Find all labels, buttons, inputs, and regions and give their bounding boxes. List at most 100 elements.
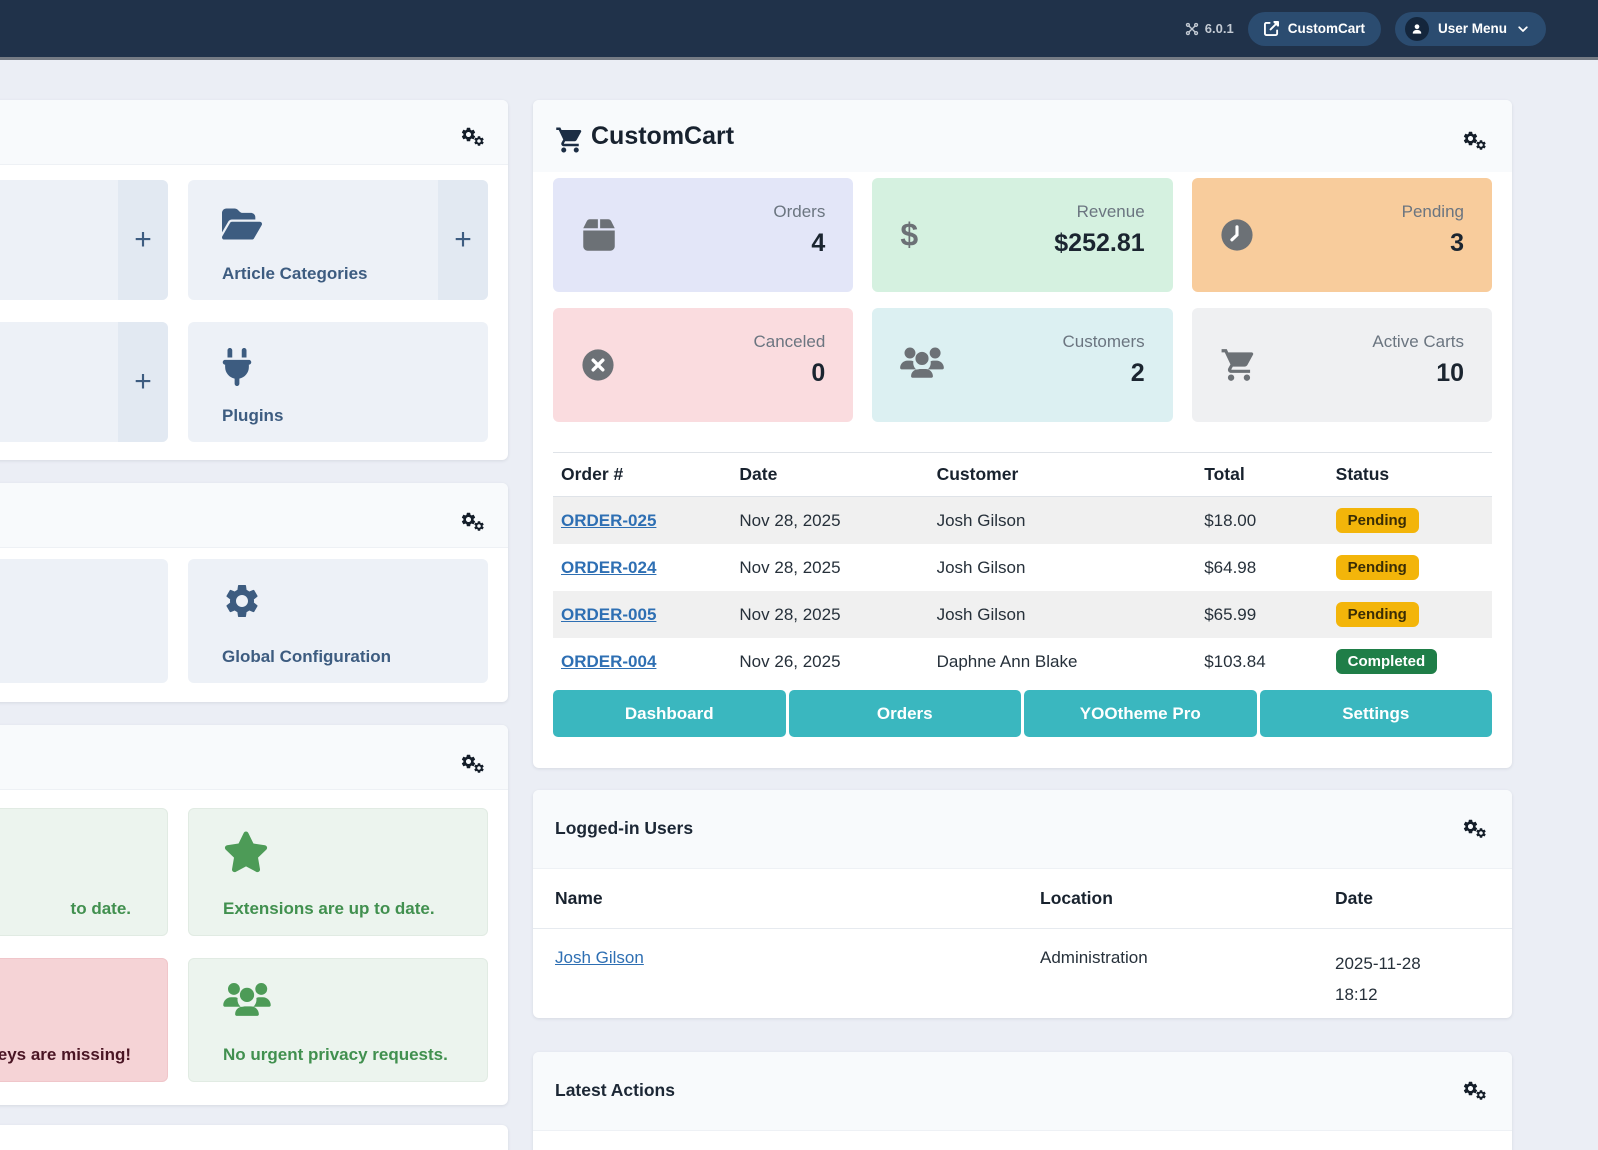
check-label: Extensions are up to date. bbox=[223, 899, 435, 918]
module-settings-icon[interactable] bbox=[460, 511, 490, 538]
chevron-down-icon bbox=[1516, 22, 1530, 36]
column-header-status: Status bbox=[1327, 452, 1492, 497]
customcart-panel-header bbox=[533, 100, 1512, 172]
order-total: $64.98 bbox=[1204, 557, 1257, 577]
orders-button[interactable]: Orders bbox=[788, 690, 1021, 737]
module-settings-icon[interactable] bbox=[1462, 130, 1492, 157]
config-panel-header bbox=[0, 483, 508, 548]
joomla-logo-icon bbox=[1185, 22, 1199, 36]
module-settings-icon[interactable] bbox=[1462, 1080, 1492, 1107]
stat-label: Orders bbox=[773, 202, 826, 221]
order-total: $103.84 bbox=[1204, 651, 1266, 671]
gear-icon bbox=[222, 581, 262, 621]
user-icon bbox=[1410, 22, 1424, 36]
stat-value: 4 bbox=[811, 229, 826, 257]
table-row: ORDER-024 Nov 28, 2025 Josh Gilson $64.9… bbox=[553, 544, 1492, 591]
shortcut-card-partial-1[interactable]: + bbox=[0, 180, 168, 300]
order-date: Nov 28, 2025 bbox=[739, 557, 841, 577]
stat-value: 0 bbox=[811, 359, 826, 387]
order-total: $65.99 bbox=[1196, 591, 1328, 638]
column-header-total: Total bbox=[1196, 452, 1328, 497]
column-header-date: Date bbox=[1335, 888, 1373, 908]
order-link[interactable]: ORDER-005 bbox=[561, 604, 657, 624]
user-location: Administration bbox=[1040, 948, 1148, 967]
order-date: Nov 28, 2025 bbox=[731, 496, 929, 544]
logged-in-users-title: Logged-in Users bbox=[555, 818, 694, 838]
x-circle-icon bbox=[581, 348, 615, 382]
order-customer: Josh Gilson bbox=[928, 496, 1197, 544]
settings-button[interactable]: Settings bbox=[1259, 690, 1492, 737]
checks-panel-header bbox=[0, 725, 508, 790]
check-label: No urgent privacy requests. bbox=[223, 1045, 448, 1064]
customcart-title: CustomCart bbox=[591, 122, 735, 150]
add-article-category-button[interactable]: + bbox=[438, 180, 488, 300]
column-header-customer: Customer bbox=[928, 452, 1197, 497]
plus-icon: + bbox=[134, 223, 152, 256]
clock-icon bbox=[1220, 218, 1254, 252]
table-row: ORDER-004 Nov 26, 2025 Daphne Ann Blake … bbox=[553, 638, 1492, 685]
add-button[interactable]: + bbox=[118, 322, 168, 442]
plus-icon: + bbox=[454, 223, 472, 256]
stat-label: Customers bbox=[1062, 332, 1145, 351]
module-settings-icon[interactable] bbox=[460, 126, 490, 153]
users-icon bbox=[900, 348, 944, 383]
checks-panel: to date. Extensions are up to date. Keys… bbox=[0, 725, 508, 1105]
stat-label: Canceled bbox=[753, 332, 826, 351]
customcart-topbar-button[interactable]: CustomCart bbox=[1247, 11, 1381, 46]
status-badge: Pending bbox=[1335, 508, 1419, 533]
divider bbox=[533, 928, 1512, 929]
shortcuts-panel-header bbox=[0, 100, 508, 165]
order-link[interactable]: ORDER-004 bbox=[561, 651, 657, 671]
add-button[interactable]: + bbox=[118, 180, 168, 300]
module-settings-icon[interactable] bbox=[460, 753, 490, 780]
order-customer: Daphne Ann Blake bbox=[936, 651, 1078, 671]
latest-actions-header bbox=[533, 1052, 1512, 1131]
user-link[interactable]: Josh Gilson bbox=[555, 948, 644, 967]
version-indicator: 6.0.1 bbox=[1185, 21, 1234, 36]
stat-card-pending: Pending 3 bbox=[1191, 178, 1492, 292]
check-card-privacy: No urgent privacy requests. bbox=[188, 958, 488, 1082]
star-icon bbox=[223, 831, 269, 873]
shortcut-card-article-categories[interactable]: Article Categories + bbox=[188, 180, 488, 300]
stat-card-orders: Orders 4 bbox=[553, 178, 854, 292]
customcart-topbar-label: CustomCart bbox=[1287, 21, 1365, 36]
table-row: ORDER-005 Nov 28, 2025 Josh Gilson $65.9… bbox=[553, 591, 1492, 638]
stat-value: $252.81 bbox=[1054, 229, 1145, 257]
stat-label: Pending bbox=[1401, 202, 1464, 221]
folder-open-icon bbox=[222, 206, 262, 242]
stat-card-active-carts: Active Carts 10 bbox=[1191, 308, 1492, 422]
cart-icon bbox=[1220, 346, 1258, 384]
stat-label: Active Carts bbox=[1372, 332, 1464, 351]
check-card-keys-missing: Keys are missing! bbox=[0, 958, 168, 1082]
shortcut-label: Plugins bbox=[222, 406, 284, 425]
column-header-location: Location bbox=[1040, 888, 1113, 908]
cart-icon bbox=[555, 125, 585, 155]
config-card-partial[interactable] bbox=[0, 559, 168, 683]
dashboard-button[interactable]: Dashboard bbox=[553, 690, 786, 737]
stats-grid: Orders 4 $ Revenue $252.81 Pending 3 Can… bbox=[553, 178, 1492, 422]
shortcuts-panel: + Article Categories + + Plugins bbox=[0, 100, 508, 460]
user-avatar bbox=[1404, 16, 1429, 41]
latest-actions-panel: Latest Actions bbox=[533, 1052, 1512, 1150]
order-customer: Josh Gilson bbox=[928, 591, 1197, 638]
stat-label: Revenue bbox=[1076, 202, 1145, 221]
stat-card-revenue: $ Revenue $252.81 bbox=[872, 178, 1173, 292]
customcart-panel: CustomCart Orders 4 $ Revenue $252.81 Pe… bbox=[533, 100, 1512, 768]
column-header-order: Order # bbox=[553, 452, 732, 497]
shortcut-label: Article Categories bbox=[222, 264, 368, 283]
module-settings-icon[interactable] bbox=[1462, 818, 1492, 845]
config-card-global-configuration[interactable]: Global Configuration bbox=[188, 559, 488, 683]
check-card-uptodate-partial: to date. bbox=[0, 808, 168, 936]
shortcut-card-partial-2[interactable]: + bbox=[0, 322, 168, 442]
yootheme-pro-button[interactable]: YOOtheme Pro bbox=[1024, 690, 1257, 737]
shortcut-card-plugins[interactable]: Plugins bbox=[188, 322, 488, 442]
customcart-nav: Dashboard Orders YOOtheme Pro Settings bbox=[553, 690, 1492, 737]
check-card-extensions: Extensions are up to date. bbox=[188, 808, 488, 936]
check-label: Keys are missing! bbox=[0, 1045, 131, 1064]
order-link[interactable]: ORDER-024 bbox=[561, 557, 657, 577]
user-menu-button[interactable]: User Menu bbox=[1394, 11, 1546, 46]
user-date: 2025-11-28 18:12 bbox=[1335, 954, 1421, 1004]
topbar: 6.0.1 CustomCart User Menu bbox=[0, 0, 1598, 60]
order-link[interactable]: ORDER-025 bbox=[561, 510, 657, 530]
